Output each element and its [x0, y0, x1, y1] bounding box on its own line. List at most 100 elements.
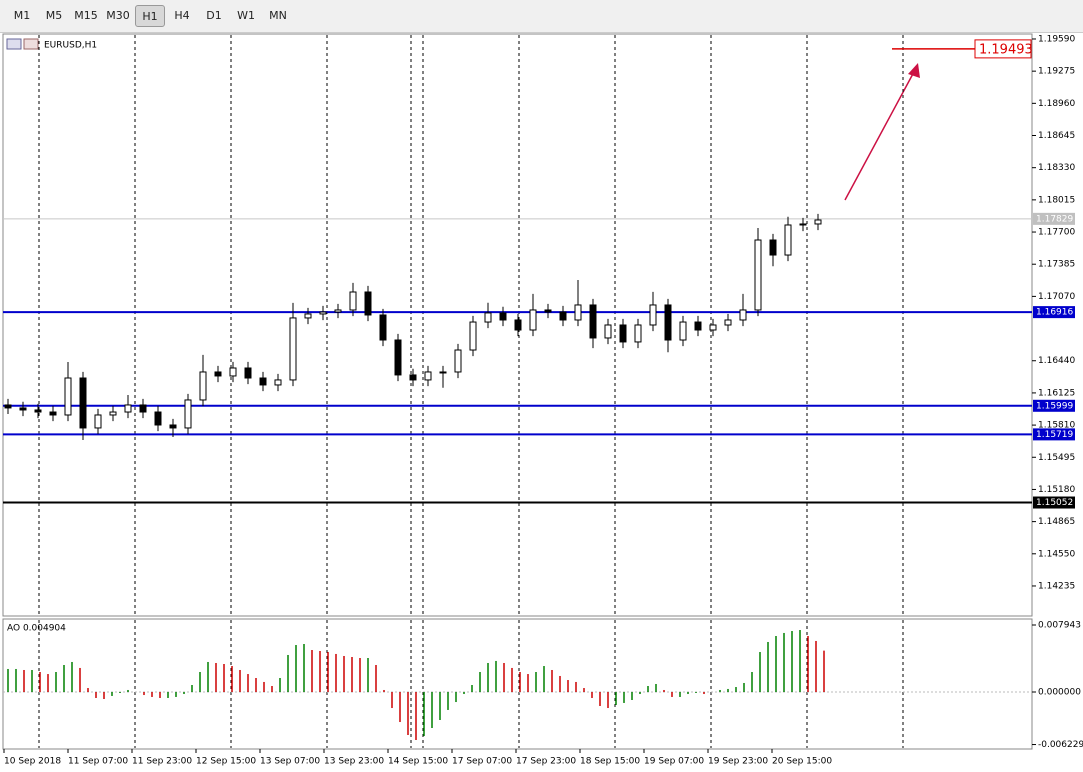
candle-body — [739, 309, 747, 321]
candle-body — [514, 319, 522, 331]
candle-body — [469, 321, 477, 351]
timeframe-button[interactable]: M30 — [106, 9, 130, 22]
main-panel — [2, 33, 1033, 617]
timeframe-button[interactable]: H4 — [174, 9, 190, 22]
y-tick-label: 1.14550 — [1038, 549, 1075, 559]
candle-body — [529, 309, 537, 331]
x-tick-label: 14 Sep 15:00 — [388, 757, 448, 767]
candle-body — [814, 219, 822, 225]
timeframe-button[interactable]: MN — [269, 9, 287, 22]
symbol-label: EURUSD,H1 — [44, 41, 97, 51]
y-tick-label: 1.18960 — [1038, 99, 1075, 109]
candle-body — [394, 339, 402, 376]
candle-body — [334, 309, 342, 313]
level-label: 1.15999 — [1036, 401, 1073, 411]
candle-body — [34, 409, 42, 413]
candle-body — [349, 291, 357, 311]
x-tick-label: 17 Sep 23:00 — [516, 757, 576, 767]
candle-body — [229, 367, 237, 377]
level-label: 1.16916 — [1036, 308, 1073, 318]
indicator-panel — [2, 618, 1033, 750]
candle-body — [274, 379, 282, 386]
y-tick-label: 1.18645 — [1038, 131, 1075, 141]
timeframe-button[interactable]: M1 — [13, 9, 31, 22]
x-tick-label: 20 Sep 15:00 — [772, 757, 832, 767]
symbol-icon — [6, 38, 22, 50]
timeframe-toolbar: M1 M5 M15 M30 H1 H4 D1 W1 MN — [0, 0, 1083, 33]
arrow-head — [908, 63, 920, 78]
candle-body — [64, 377, 72, 416]
candle-body — [199, 371, 207, 401]
candle-body — [259, 377, 267, 386]
timeframe-button[interactable]: W1 — [237, 9, 255, 22]
current-price-label: 1.17829 — [1036, 214, 1073, 224]
candle-body — [439, 371, 447, 374]
candle-body — [559, 311, 567, 321]
level-label: 1.15719 — [1036, 430, 1073, 440]
level-label: 1.15052 — [1036, 498, 1073, 508]
arrow — [844, 69, 916, 201]
y-tick-label: 1.14235 — [1038, 581, 1075, 591]
candle-body — [244, 367, 252, 379]
candle-body — [49, 411, 57, 416]
y-tick-label: 1.15180 — [1038, 485, 1075, 495]
candle-body — [4, 404, 12, 409]
candle-body — [619, 324, 627, 343]
y-tick-label: 1.17700 — [1038, 228, 1075, 238]
candle-body — [319, 311, 327, 315]
x-tick-label: 11 Sep 23:00 — [132, 757, 192, 767]
candle-body — [184, 399, 192, 429]
candle-body — [724, 319, 732, 326]
symbol-icon — [23, 38, 39, 50]
candle-body — [664, 304, 672, 341]
candle-body — [79, 377, 87, 429]
candle-body — [409, 374, 417, 381]
y-tick-label: 1.16440 — [1038, 356, 1075, 366]
candle-body — [709, 324, 717, 331]
y2-tick-label: 0.007943 — [1038, 621, 1081, 631]
candle-body — [604, 324, 612, 339]
level-box — [1033, 399, 1075, 412]
candle-body — [679, 321, 687, 341]
level-box — [1033, 428, 1075, 441]
candle-body — [634, 324, 642, 343]
candle-body — [574, 304, 582, 321]
candle-body — [154, 411, 162, 426]
y-tick-label: 1.16125 — [1038, 388, 1075, 398]
y-tick-label: 1.19275 — [1038, 67, 1075, 77]
candle-body — [94, 414, 102, 429]
candle-body — [499, 312, 507, 321]
candle-body — [799, 223, 807, 226]
y-tick-label: 1.15495 — [1038, 453, 1075, 463]
y-tick-label: 1.18330 — [1038, 163, 1075, 173]
x-tick-label: 19 Sep 07:00 — [644, 757, 704, 767]
candle-body — [304, 313, 312, 319]
target-label: 1.19493 — [979, 42, 1033, 57]
timeframe-button[interactable]: D1 — [206, 9, 222, 22]
candle-body — [649, 304, 657, 326]
timeframe-button[interactable]: M15 — [74, 9, 98, 22]
timeframe-button[interactable]: H1 — [135, 5, 165, 27]
y-tick-label: 1.17070 — [1038, 292, 1075, 302]
candle-body — [754, 239, 762, 311]
candle-body — [769, 239, 777, 256]
candle-body — [424, 371, 432, 381]
candle-body — [694, 321, 702, 331]
y-tick-label: 1.18015 — [1038, 195, 1075, 205]
candle-body — [544, 309, 552, 313]
x-tick-label: 19 Sep 23:00 — [708, 757, 768, 767]
candle-body — [454, 349, 462, 373]
x-tick-label: 12 Sep 15:00 — [196, 757, 256, 767]
level-box — [1033, 306, 1075, 319]
x-tick-label: 13 Sep 23:00 — [324, 757, 384, 767]
candle-body — [289, 317, 297, 381]
candle-body — [589, 304, 597, 339]
timeframe-button[interactable]: M5 — [45, 9, 63, 22]
candle-body — [214, 371, 222, 377]
indicator-label: AO 0.004904 — [7, 624, 66, 634]
candle-body — [484, 312, 492, 323]
x-tick-label: 13 Sep 07:00 — [260, 757, 320, 767]
candle-body — [379, 314, 387, 341]
level-box — [1033, 496, 1075, 509]
